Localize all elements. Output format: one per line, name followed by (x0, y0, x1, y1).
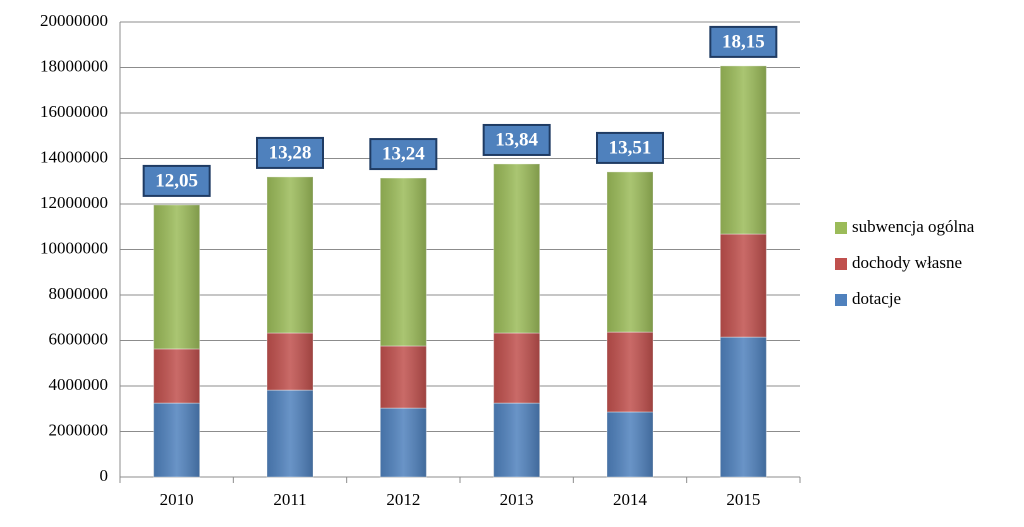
total-label-box (369, 138, 438, 171)
y-tick-label: 10000000 (40, 238, 108, 257)
y-tick-label: 12000000 (40, 193, 108, 212)
bar-shade (153, 403, 200, 477)
legend-label: subwencja ogólna (852, 217, 975, 236)
x-tick-label: 2013 (500, 490, 534, 509)
total-label-box (709, 25, 778, 58)
bar-shade (267, 332, 313, 391)
y-tick-label: 0 (100, 466, 109, 485)
x-tick-label: 2014 (613, 490, 648, 509)
total-label-box (482, 123, 551, 156)
bar-shade (380, 178, 427, 346)
bar-shade (720, 234, 767, 338)
y-tick-label: 6000000 (49, 329, 109, 348)
bar-shade (153, 348, 200, 404)
bar-shade (380, 345, 427, 409)
y-tick-label: 16000000 (40, 102, 108, 121)
bar-shade (493, 163, 540, 333)
legend-label: dochody własne (852, 253, 962, 272)
bar-shade (607, 411, 653, 477)
y-tick-label: 8000000 (49, 284, 109, 303)
y-tick-label: 4000000 (49, 375, 109, 394)
legend-swatch (835, 258, 847, 270)
total-label-box (596, 131, 664, 164)
total-label: 13,28 (269, 142, 312, 163)
legend-swatch (835, 222, 847, 234)
total-label-box (142, 164, 211, 197)
bar-shade (267, 390, 313, 477)
total-label: 12,05 (155, 170, 198, 191)
x-tick-label: 2012 (386, 490, 420, 509)
bar-shade (153, 204, 200, 349)
legend-label: dotacje (852, 289, 901, 308)
total-label: 13,24 (382, 143, 425, 164)
bar-shade (607, 332, 653, 412)
total-label: 13,51 (609, 137, 652, 158)
y-tick-label: 14000000 (40, 147, 108, 166)
x-tick-label: 2011 (273, 490, 306, 509)
bar-shade (607, 171, 653, 333)
x-tick-label: 2010 (160, 490, 194, 509)
bar-shade (380, 408, 427, 477)
y-tick-label: 18000000 (40, 56, 108, 75)
y-tick-label: 2000000 (49, 420, 109, 439)
legend-swatch (835, 294, 847, 306)
total-label-box (256, 136, 324, 169)
y-tick-label: 20000000 (40, 11, 108, 30)
bar-shade (493, 403, 540, 477)
bar-shade (720, 65, 767, 235)
bar-shade (720, 337, 767, 477)
x-tick-label: 2015 (726, 490, 760, 509)
total-label: 13,84 (495, 129, 538, 150)
bar-shade (493, 332, 540, 404)
total-label: 18,15 (722, 31, 765, 52)
bar-shade (267, 176, 313, 333)
